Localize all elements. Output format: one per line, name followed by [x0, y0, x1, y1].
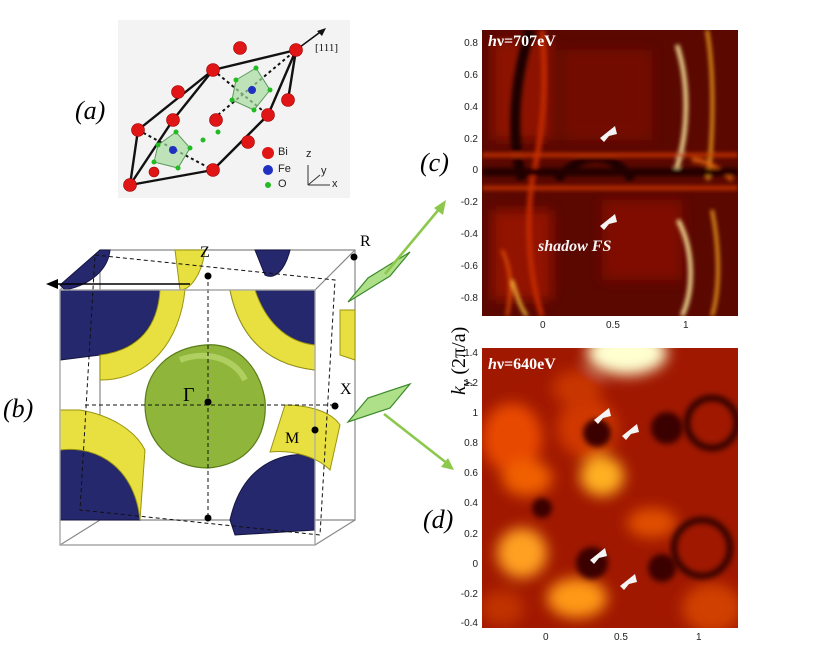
photon-h-c: h: [488, 33, 497, 50]
point-gamma-label: Γ: [183, 384, 195, 406]
d-xtick: 0.5: [614, 632, 628, 643]
d-ytick: 1.4: [464, 348, 478, 359]
crystal-structure-diagram: [111]: [123, 28, 338, 192]
ky-axis-label: ky (2π/a): [448, 265, 473, 395]
c-ytick: 0.4: [464, 102, 478, 113]
d-xtick: 0: [543, 632, 549, 643]
arpes-map-d: hν=640eV: [482, 348, 738, 628]
axis-z-label: z: [306, 148, 312, 160]
photon-energy-value-d: ν=640eV: [496, 356, 556, 373]
map-d-y-ticks: 1.4 1.2 1 0.8 0.6 0.4 0.2 0 -0.2 -0.4: [444, 348, 478, 629]
d-xtick: 1: [696, 632, 702, 643]
c-ytick: -0.8: [460, 293, 478, 304]
fermi-surface-panel: Z R Γ X M: [40, 230, 371, 550]
d-ytick: 1: [472, 408, 478, 419]
c-ytick: -0.6: [460, 261, 478, 272]
c-ytick: 0.2: [464, 134, 478, 145]
ky-axis-sub: y: [458, 379, 473, 387]
c-ytick: -0.2: [460, 197, 478, 208]
axis-y-label: y: [321, 165, 327, 177]
d-ytick: -0.4: [460, 618, 478, 629]
d-ytick: 0: [472, 559, 478, 570]
arpes-map-c: hν=707eV shadow FS: [482, 30, 738, 316]
d-ytick: 0.6: [464, 468, 478, 479]
d-ytick: 0.8: [464, 438, 478, 449]
shadow-fs-annotation: shadow FS: [538, 238, 612, 255]
axis-x-label: x: [332, 178, 338, 190]
d-ytick: -0.2: [460, 589, 478, 600]
c-ytick: 0.8: [464, 38, 478, 49]
photon-energy-label-c: hν=707eV: [488, 33, 556, 51]
photon-energy-label-d: hν=640eV: [488, 356, 556, 374]
c-xtick: 0: [540, 320, 546, 331]
crystal-structure-panel: [111] Bi Fe O z y x: [118, 20, 350, 198]
photon-energy-value-c: ν=707eV: [496, 33, 556, 50]
direction-label: [111]: [315, 42, 338, 54]
panel-label-d: (d): [423, 505, 454, 534]
point-r-label: R: [360, 233, 371, 250]
point-z-label: Z: [200, 244, 210, 261]
arpes-map-d-image: [482, 348, 738, 628]
c-ytick: 0: [472, 165, 478, 176]
photon-h-d: h: [488, 356, 497, 373]
legend-o-label: O: [278, 178, 287, 190]
point-x-label: X: [340, 381, 352, 398]
c-ytick: -0.4: [460, 229, 478, 240]
map-c-y-ticks: 0.8 0.6 0.4 0.2 0 -0.2 -0.4 -0.6 -0.8: [444, 30, 478, 316]
cut-plane-arrows: [346, 200, 454, 470]
d-ytick: 0.2: [464, 529, 478, 540]
c-ytick: 0.6: [464, 70, 478, 81]
ky-axis-k: k: [448, 386, 470, 395]
c-xtick: 1: [683, 320, 689, 331]
point-m-label: M: [285, 430, 300, 447]
legend-fe-label: Fe: [278, 163, 291, 175]
fermi-surface-diagram: [46, 249, 358, 546]
panel-label-c: (c): [420, 148, 449, 177]
ky-axis-unit: (2π/a): [448, 326, 470, 380]
legend-bi-label: Bi: [278, 146, 288, 158]
panel-label-b: (b): [3, 394, 34, 423]
d-ytick: 0.4: [464, 498, 478, 509]
arpes-map-c-image: [482, 30, 738, 316]
c-xtick: 0.5: [606, 320, 620, 331]
panel-label-a: (a): [75, 96, 106, 125]
d-ytick: 1.2: [464, 378, 478, 389]
